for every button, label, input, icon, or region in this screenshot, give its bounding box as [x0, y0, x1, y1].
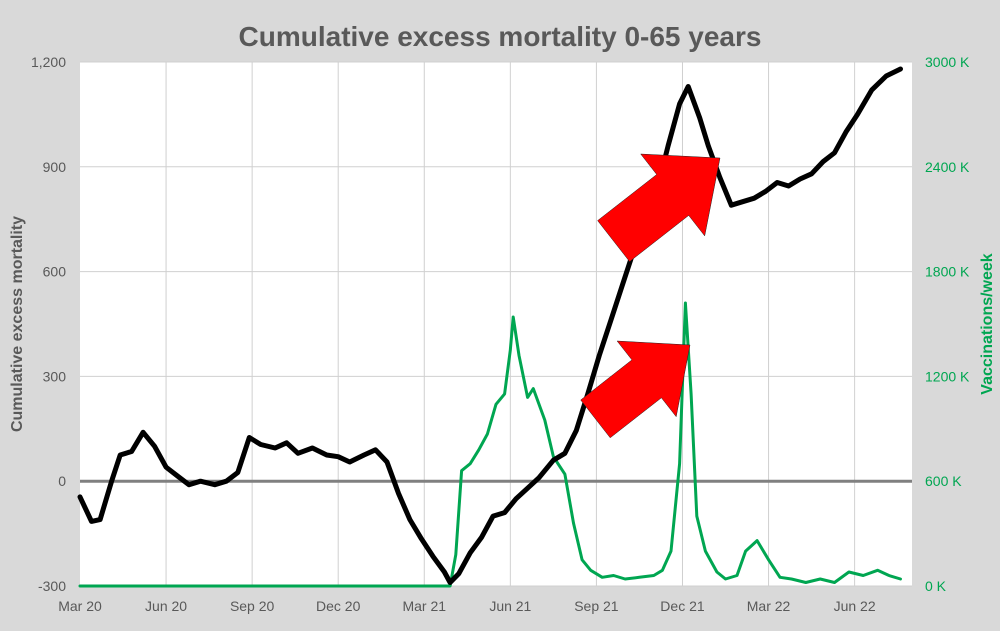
y-tick-label: 900	[43, 159, 67, 175]
y2-tick-label: 0 K	[925, 578, 947, 594]
y2-tick-label: 1800 K	[925, 264, 970, 280]
red-arrow-lower	[580, 340, 691, 439]
y2-axis-label: Vaccinations/week	[979, 253, 996, 395]
y2-tick-label: 1200 K	[925, 368, 970, 384]
y-axis-label: Cumulative excess mortality	[9, 216, 26, 432]
y-tick-label: 300	[43, 368, 67, 384]
y2-tick-label: 2400 K	[925, 159, 970, 175]
x-tick-label: Mar 21	[402, 598, 446, 614]
label-layer: -300 0 300 600 900 1,200 0 K 600 K 1200 K 1800 K 2…	[9, 54, 996, 614]
vaccinations-line	[78, 301, 902, 588]
x-tick-label: Jun 21	[489, 598, 531, 614]
x-tick-label: Sep 20	[230, 598, 275, 614]
x-tick-label: Dec 21	[660, 598, 705, 614]
y-tick-label: -300	[38, 578, 66, 594]
x-tick-label: Dec 20	[316, 598, 361, 614]
x-tick-label: Mar 20	[58, 598, 102, 614]
annotation-layer	[580, 153, 721, 439]
excess-mortality-line	[77, 66, 903, 585]
y-tick-label: 600	[43, 264, 67, 280]
x-tick-label: Jun 20	[145, 598, 187, 614]
plot-area	[80, 62, 912, 586]
red-arrow-upper	[597, 153, 721, 262]
x-tick-label: Sep 21	[574, 598, 619, 614]
x-tick-label: Mar 22	[747, 598, 791, 614]
chart-title: Cumulative excess mortality 0-65 years	[239, 21, 762, 52]
y2-tick-label: 3000 K	[925, 54, 970, 70]
y-tick-label: 1,200	[31, 54, 66, 70]
y2-tick-label: 600 K	[925, 473, 962, 489]
y-tick-label: 0	[58, 473, 66, 489]
series-layer	[77, 66, 903, 588]
x-tick-label: Jun 22	[834, 598, 876, 614]
